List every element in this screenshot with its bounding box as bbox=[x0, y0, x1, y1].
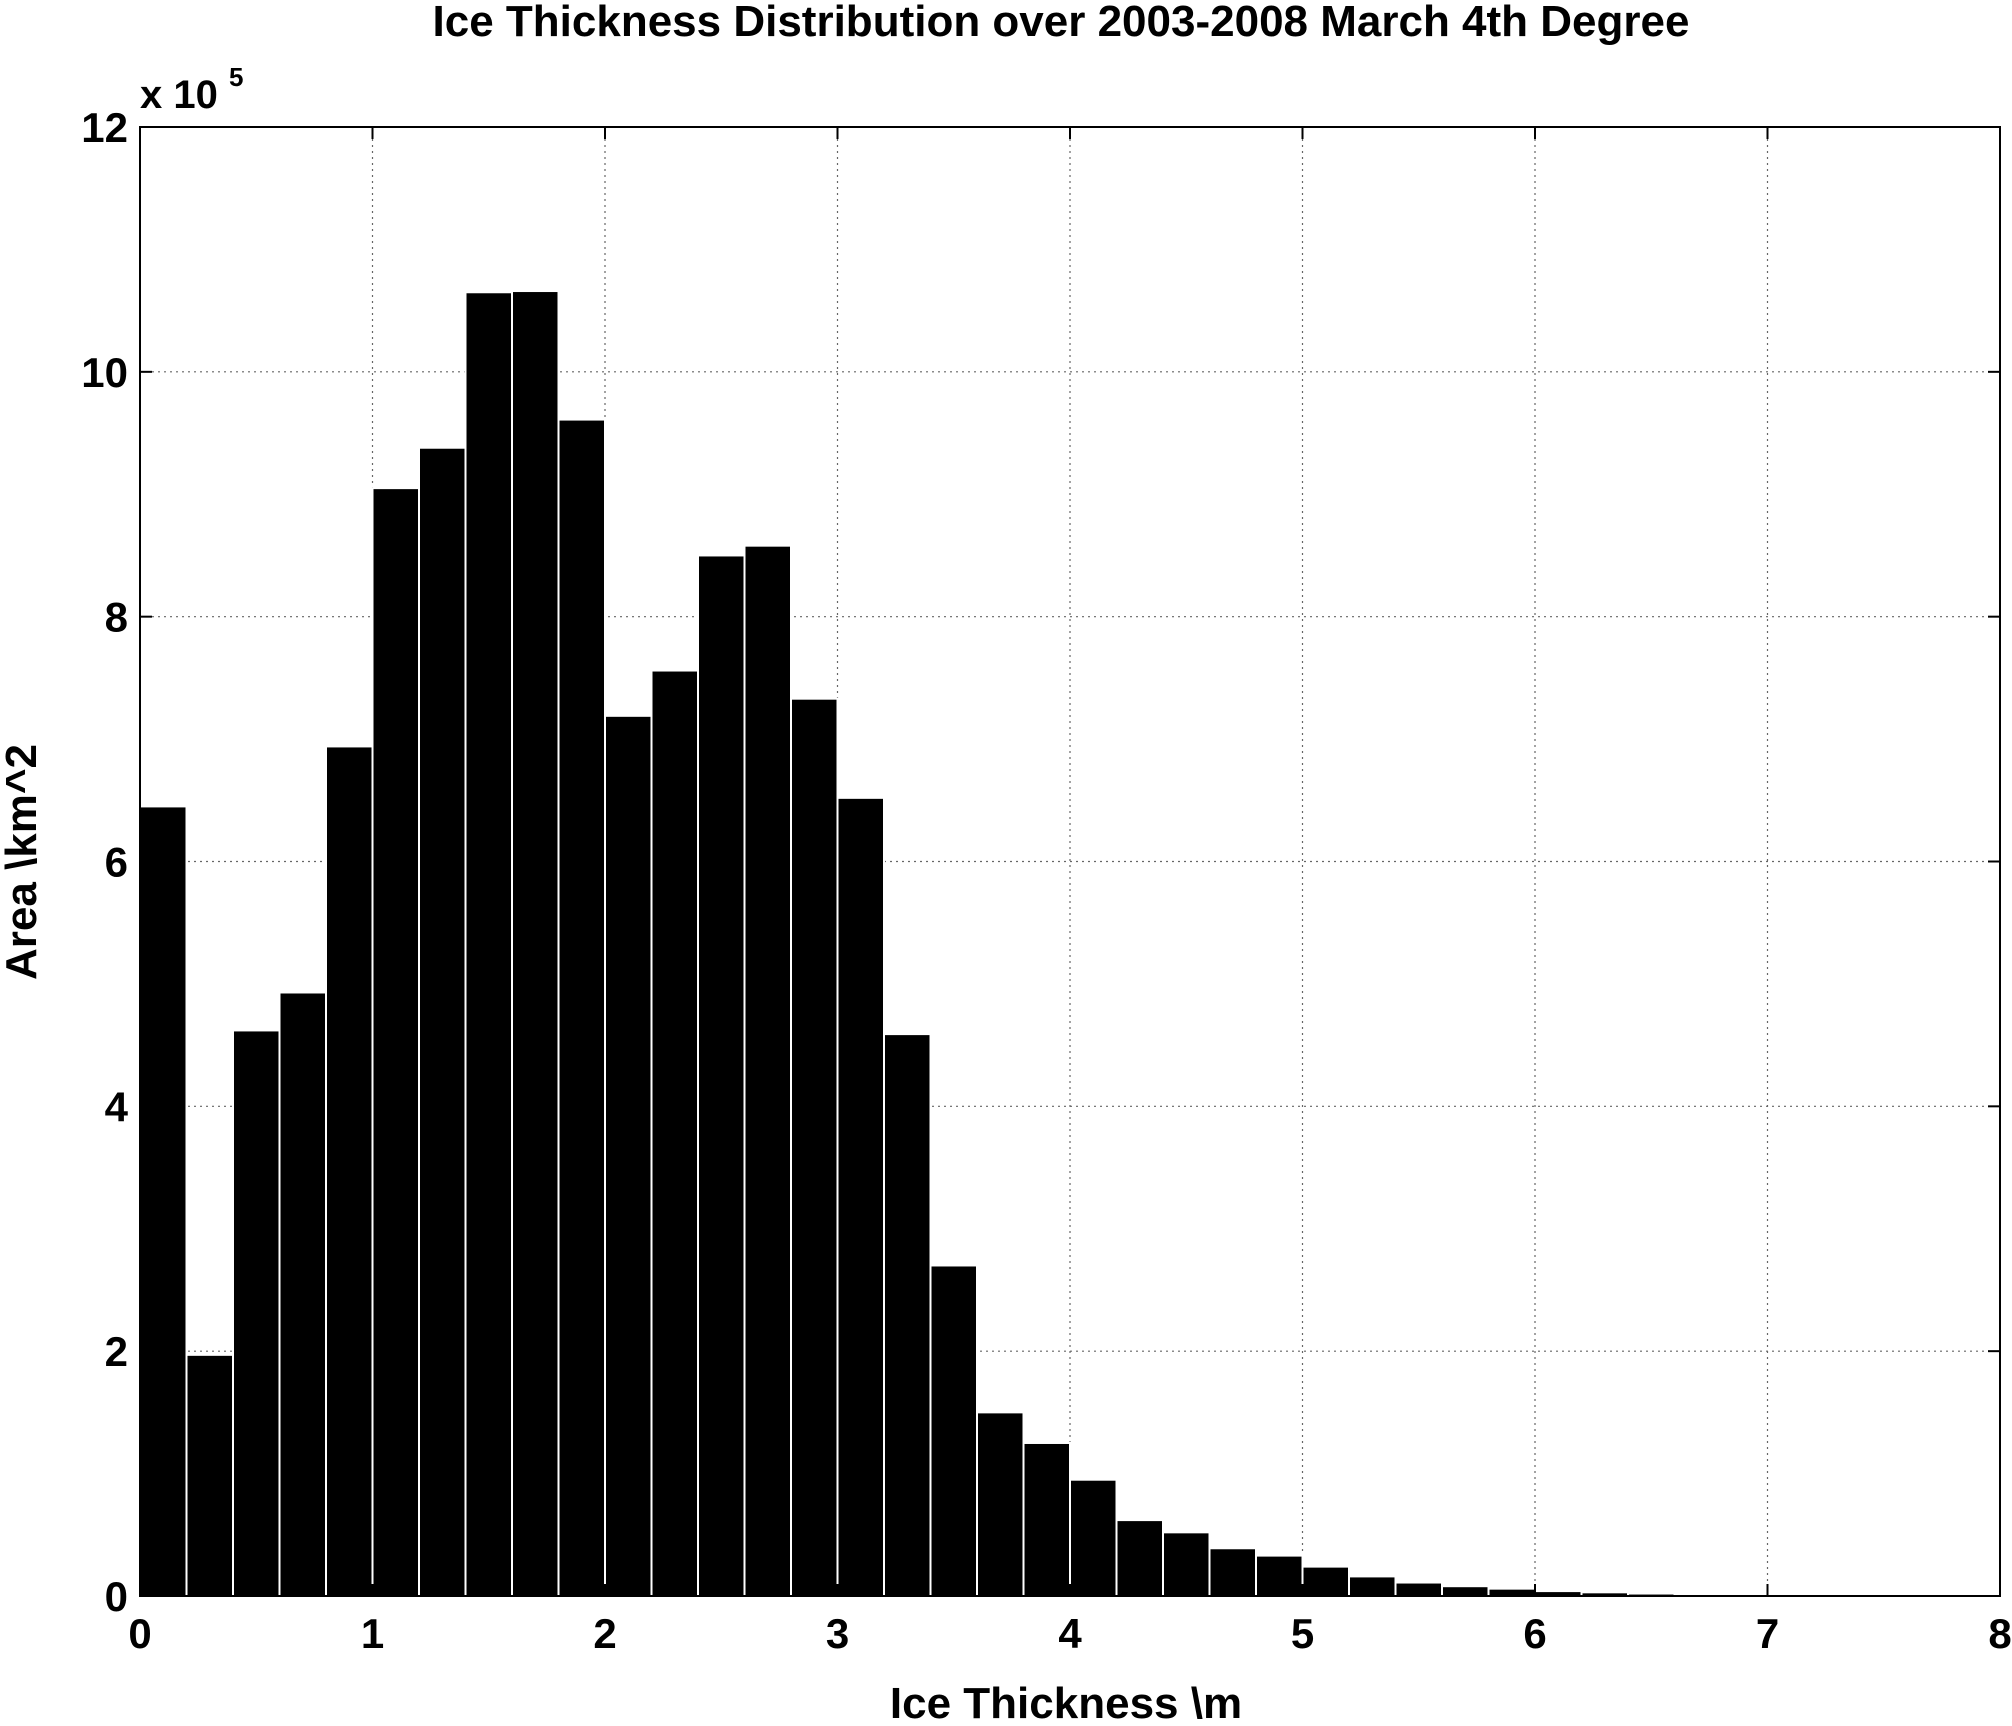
y-tick-label: 12 bbox=[81, 104, 128, 151]
histogram-bar bbox=[1115, 1519, 1164, 1598]
histogram-bar bbox=[232, 1029, 281, 1598]
histogram-bar bbox=[790, 697, 839, 1597]
y-tick-label: 2 bbox=[105, 1328, 128, 1375]
y-tick-label: 10 bbox=[81, 349, 128, 396]
histogram-bar bbox=[278, 991, 327, 1597]
y-axis-multiplier: x 10 5 bbox=[140, 62, 243, 117]
y-tick-label: 8 bbox=[105, 594, 128, 641]
histogram-bar bbox=[1301, 1565, 1350, 1597]
histogram-bar bbox=[139, 805, 188, 1597]
histogram-bar bbox=[371, 487, 420, 1598]
histogram-bar bbox=[836, 796, 885, 1597]
histogram-bar bbox=[1348, 1575, 1397, 1597]
histogram-bar bbox=[1255, 1554, 1304, 1598]
x-tick-label: 1 bbox=[361, 1610, 384, 1657]
histogram-bar bbox=[1069, 1478, 1118, 1598]
y-tick-label: 4 bbox=[105, 1083, 129, 1130]
x-tick-label: 4 bbox=[1058, 1610, 1082, 1657]
x-tick-label: 6 bbox=[1523, 1610, 1546, 1657]
histogram-bar bbox=[511, 290, 560, 1597]
histogram-bar bbox=[1441, 1585, 1490, 1597]
x-tick-label: 7 bbox=[1756, 1610, 1779, 1657]
histogram-bar bbox=[929, 1264, 978, 1597]
x-tick-label: 2 bbox=[593, 1610, 616, 1657]
histogram-bar bbox=[1487, 1587, 1536, 1598]
x-tick-label: 0 bbox=[128, 1610, 151, 1657]
histogram-bar bbox=[1208, 1547, 1257, 1597]
histogram-bar bbox=[976, 1411, 1025, 1597]
y-tick-label: 0 bbox=[105, 1573, 128, 1620]
histogram-bar bbox=[697, 554, 746, 1597]
histogram-bar bbox=[883, 1033, 932, 1598]
y-tick-label: 6 bbox=[105, 839, 128, 886]
histogram-bar bbox=[185, 1353, 234, 1597]
histogram-bar bbox=[650, 669, 699, 1597]
x-axis-label: Ice Thickness \m bbox=[890, 1679, 1242, 1721]
histogram-bar bbox=[1022, 1441, 1071, 1597]
histogram-bar bbox=[418, 446, 467, 1597]
histogram-bar bbox=[464, 291, 513, 1598]
x-tick-label: 5 bbox=[1291, 1610, 1314, 1657]
histogram-bar bbox=[1162, 1531, 1211, 1598]
y-axis-label: Area \km^2 bbox=[0, 744, 46, 980]
y-axis-multiplier-exponent: 5 bbox=[229, 62, 243, 92]
histogram-bar bbox=[325, 745, 374, 1597]
histogram-bar bbox=[557, 418, 606, 1598]
histogram-bar bbox=[743, 544, 792, 1597]
ticks-layer bbox=[139, 126, 2001, 1597]
x-tick-label: 3 bbox=[826, 1610, 849, 1657]
x-tick-label: 8 bbox=[1988, 1610, 2011, 1657]
chart-title: Ice Thickness Distribution over 2003-200… bbox=[433, 0, 1690, 46]
y-axis-multiplier-base: x 10 bbox=[140, 73, 218, 117]
histogram-bar bbox=[1394, 1581, 1443, 1598]
histogram-bar bbox=[604, 714, 653, 1597]
